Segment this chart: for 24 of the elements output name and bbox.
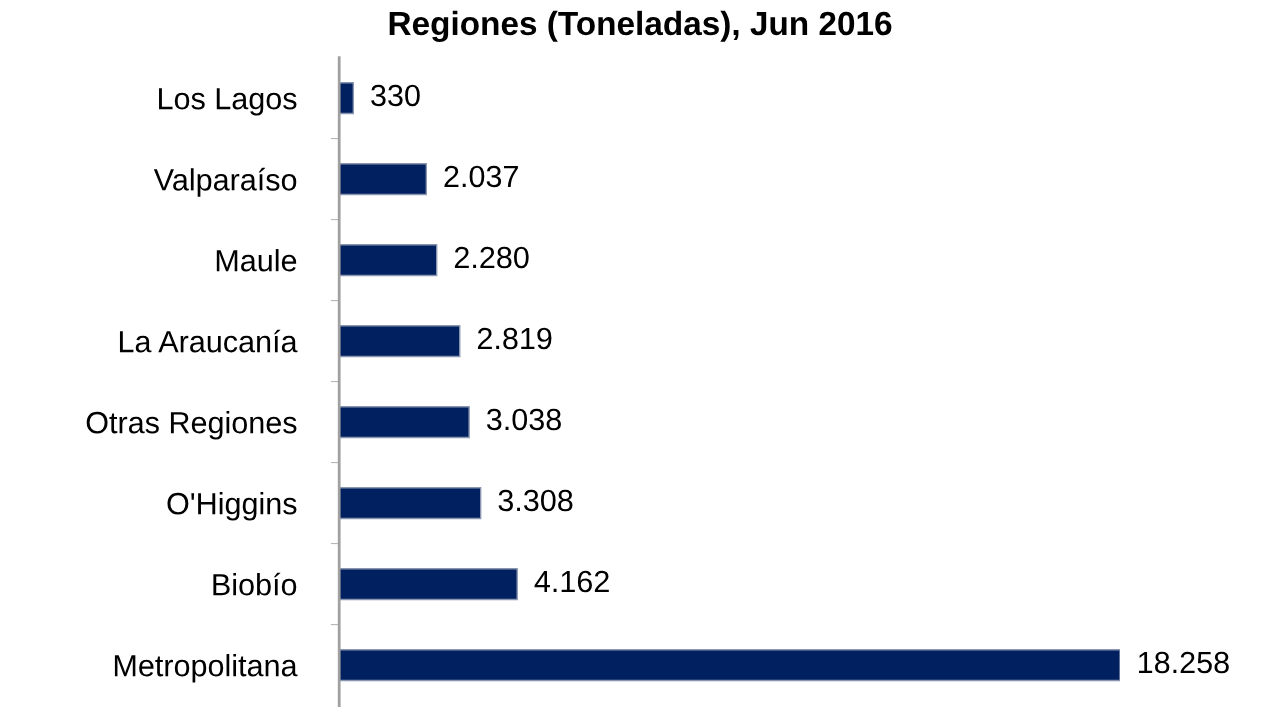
y-tick-label: Los Lagos (159, 88, 297, 116)
bar (339, 163, 428, 196)
bar (339, 244, 438, 277)
bar (339, 487, 482, 520)
y-tick-label: Maule (216, 249, 297, 272)
bar (339, 649, 1120, 682)
y-tick-label: La Araucanía (119, 329, 298, 353)
data-label: 330 (371, 84, 420, 107)
data-label: 2.037 (444, 165, 518, 188)
chart-title: Regiones (Toneladas), Jun 2016 (389, 10, 892, 43)
bar (339, 406, 470, 439)
y-tick-label: Otras Regiones (86, 411, 297, 440)
bar (339, 568, 518, 601)
y-tick-label: Valparaíso (153, 167, 297, 197)
data-label: 18.258 (1139, 651, 1229, 674)
data-label: 3.038 (486, 408, 561, 431)
y-tick-label: Metropolitana (114, 654, 298, 683)
y-tick-label: Biobío (213, 572, 297, 596)
data-label: 2.280 (454, 246, 529, 269)
y-tick-label: O'Higgins (167, 492, 297, 521)
data-label: 4.162 (534, 570, 609, 593)
data-label: 3.308 (498, 489, 573, 512)
bar (339, 325, 461, 358)
data-label: 2.819 (477, 327, 552, 350)
